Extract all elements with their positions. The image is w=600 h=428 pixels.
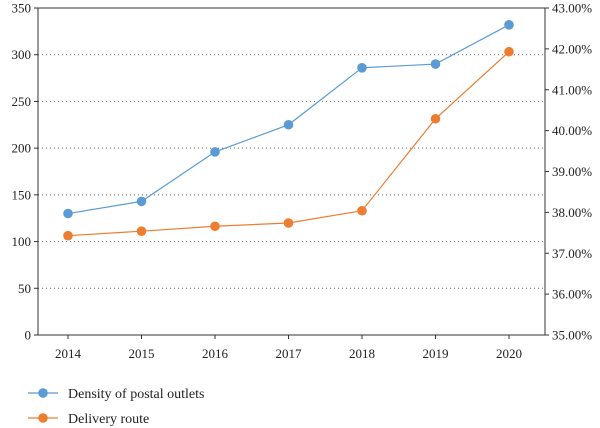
data-point xyxy=(63,230,73,241)
right-tick-label: 35.00% xyxy=(552,328,592,343)
legend-marker xyxy=(38,413,48,423)
data-point xyxy=(504,20,514,30)
data-point xyxy=(136,226,147,236)
data-point xyxy=(430,59,441,69)
legend-marker xyxy=(38,388,48,398)
left-tick-label: 100 xyxy=(12,234,32,249)
series-layer xyxy=(63,20,514,241)
x-tick-label: 2020 xyxy=(496,346,522,361)
x-tick-label: 2014 xyxy=(55,346,82,361)
legend-label: Density of postal outlets xyxy=(68,387,205,402)
right-tick-label: 36.00% xyxy=(552,287,592,302)
left-tick-label: 250 xyxy=(12,94,32,109)
left-axis-ticks: 0 50 100 150 200 250 300 350 xyxy=(12,1,38,343)
right-tick-label: 38.00% xyxy=(552,205,592,220)
left-tick-label: 50 xyxy=(18,281,31,296)
right-tick-label: 41.00% xyxy=(552,82,592,97)
left-tick-label: 350 xyxy=(12,1,32,16)
right-tick-label: 40.00% xyxy=(552,123,592,138)
series-line-1 xyxy=(67,24,510,215)
left-tick-label: 0 xyxy=(25,328,32,343)
x-tick-label: 2016 xyxy=(202,346,229,361)
data-point xyxy=(357,205,367,216)
x-tick-label: 2015 xyxy=(129,346,155,361)
left-tick-label: 150 xyxy=(12,187,32,202)
right-tick-label: 42.00% xyxy=(552,41,592,56)
right-tick-label: 37.00% xyxy=(552,246,592,261)
right-tick-label: 39.00% xyxy=(552,164,592,179)
data-point xyxy=(504,46,514,57)
right-axis-ticks: 35.00% 36.00% 37.00% 38.00% 39.00% 40.00% 41.0… xyxy=(545,1,592,343)
data-point xyxy=(283,119,294,130)
data-point xyxy=(283,218,294,228)
right-tick-label: 43.00% xyxy=(552,1,592,16)
data-point xyxy=(357,62,367,73)
data-point xyxy=(136,196,147,207)
x-axis-ticks: 2014 2015 2016 2017 2018 2019 2020 xyxy=(55,335,522,361)
legend: Density of postal outlets Delivery route xyxy=(28,387,205,427)
axes xyxy=(37,7,546,336)
x-tick-label: 2017 xyxy=(276,346,303,361)
gridlines xyxy=(38,54,545,289)
data-point xyxy=(430,113,441,124)
left-tick-label: 200 xyxy=(12,141,32,156)
data-point xyxy=(210,221,220,232)
data-point xyxy=(63,208,73,219)
x-tick-label: 2019 xyxy=(423,346,449,361)
data-point xyxy=(210,147,220,157)
left-tick-label: 300 xyxy=(12,47,32,62)
x-tick-label: 2018 xyxy=(349,346,375,361)
series-line-2 xyxy=(67,51,510,237)
legend-label: Delivery route xyxy=(68,412,149,427)
